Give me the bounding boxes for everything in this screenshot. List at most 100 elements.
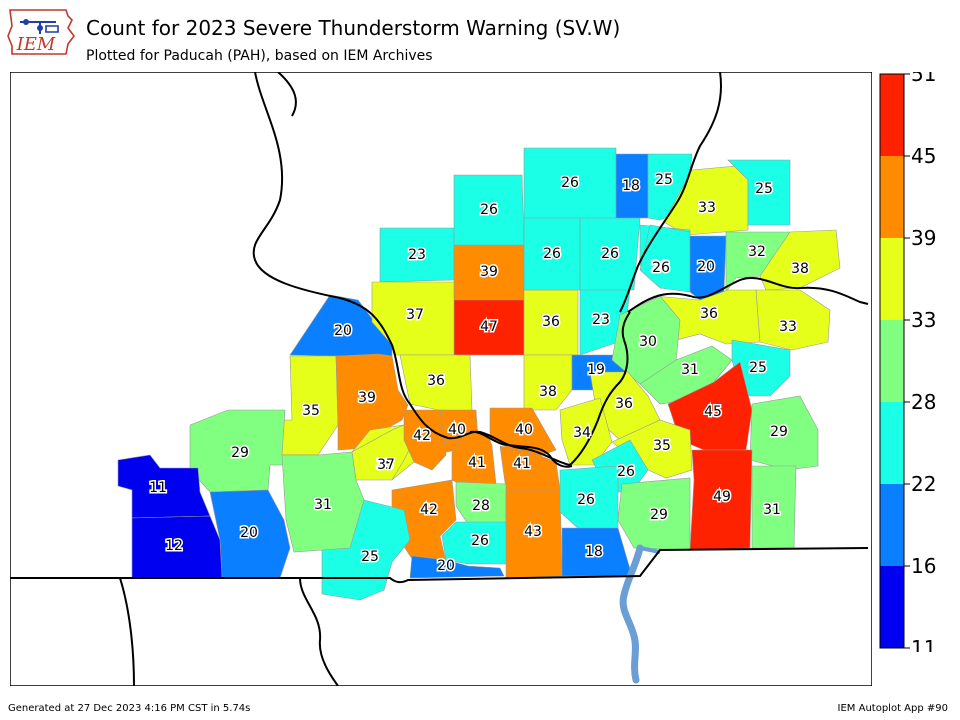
county-ky-webster [639,345,733,405]
county-label-mo-mississippi: 25 [361,549,379,565]
county-label-il-edwards: 18 [622,178,640,194]
colorbar-tick-label: 33 [911,308,936,332]
colorbar-tick-label: 16 [911,554,936,578]
county-label-il-hardin: 19 [587,362,605,378]
county-label-ky-calloway: 26 [577,492,595,508]
county-label-ky-muhlenberg: 29 [770,424,788,440]
colorbar-tick-label: 28 [911,390,936,414]
county-label-il-pope: 38 [539,384,557,400]
county-label-ky-todd: 31 [763,502,781,518]
county-label-mo-bollinger: 20 [334,323,352,339]
county-label-ky-marshall: 41 [513,456,531,472]
county-label-ky-lyon: 26 [617,464,635,480]
county-label-il-saline: 36 [542,314,560,330]
county-label-ky-hickman: 18 [585,544,603,560]
county-label-il-perry: 39 [480,264,498,280]
county-label-in-gibson: 33 [698,200,716,216]
county-mo-ripley [117,454,211,519]
county-label-ky-mccracken: 41 [468,455,486,471]
map-title: Count for 2023 Severe Thunderstorm Warni… [86,16,621,40]
colorbar-tick-label: 22 [911,472,936,496]
county-il-pope [523,354,573,411]
county-label-mo-wayne: 35 [302,403,320,419]
county-label-il-white: 26 [651,259,669,275]
colorbar-segment [880,402,904,485]
county-label-il-union: 37 [406,307,424,323]
county-label-il-alexander: 42 [413,428,431,444]
county-ky-carlisle [441,521,507,565]
county-label-il-jefferson: 26 [561,175,579,191]
county-label-ky-mclean: 25 [749,360,767,376]
county-in-pike [727,159,791,226]
county-ky-fulton [409,555,505,579]
county-label-ky-fulton: 20 [437,558,455,574]
county-label-il-hamilton: 26 [543,246,561,262]
river [619,544,644,684]
state-border [119,577,135,686]
state-border [299,577,339,686]
colorbar-tick-label: 39 [911,226,936,250]
county-label-ky-henderson: 36 [700,306,718,322]
colorbar-segment [880,238,904,321]
state-border [469,430,573,468]
county-label-mo-scott: 31 [314,497,332,513]
state-border [627,277,869,313]
county-label-il-wayne: 26 [601,246,619,262]
county-ky-mclean [731,339,791,397]
county-label-ky-graves: 43 [524,524,542,540]
state-border [569,311,631,466]
county-il-union [371,281,455,356]
county-label-mo-capegirardeau: 35 [376,457,394,473]
colorbar-tick-label: 51 [911,72,936,86]
county-label-in-warrick: 32 [748,244,766,260]
colorbar-segment [880,484,904,567]
colorbar-segment [880,74,904,157]
county-label-mo-stoddard: 37 [377,457,395,473]
colorbar-segment [880,156,904,239]
county-label-in-spencer: 38 [791,261,809,277]
county-label-mo-butler: 29 [231,445,249,461]
county-label-il-wabash: 25 [655,172,673,188]
county-mo-oregon [131,515,223,579]
logo-text: IEM [16,34,56,55]
county-label-mo-dunklin: 20 [240,525,258,541]
county-label-il-massac: 40 [515,422,533,438]
county-label-ky-daviess: 33 [779,319,797,335]
state-border [619,72,722,313]
county-label-ky-christian: 49 [713,489,731,505]
county-label-ky-union: 30 [639,334,657,350]
county-label-ky-hopkins: 45 [704,404,722,420]
footer-app-text: IEM Autoplot App #90 [837,703,948,714]
county-ky-daviess [755,289,831,351]
county-label-in-posey: 26 [652,260,670,276]
state-border [252,72,571,466]
county-label-il-johnson: 36 [427,373,445,389]
county-label-in-pike: 25 [755,181,773,197]
county-label-il-williamson: 47 [480,319,498,335]
colorbar-tick-label: 11 [911,636,936,652]
county-label-ky-webster: 31 [681,362,699,378]
colorbar-segment [880,320,904,403]
county-ky-marshall [499,445,561,491]
county-label-ky-trigg: 29 [650,507,668,523]
county-label-mo-stoddard-w: 39 [358,390,376,406]
county-label-in-vanderburgh: 20 [697,259,715,275]
county-mo-stoddard-w [335,353,409,451]
river [639,546,661,554]
colorbar-segment [880,566,904,649]
county-label-mo-newmadrid: 42 [420,502,438,518]
county-label-ky-livingston: 34 [573,425,591,441]
state-border [277,72,297,117]
colorbar: 51 45 39 33 28 22 16 11 [879,72,936,652]
county-label-mo-ripley: 11 [149,480,167,496]
county-mo-scott [281,451,365,553]
map-subtitle: Plotted for Paducah (PAH), based on IEM … [86,48,433,64]
county-label-mo-oregon: 12 [165,538,183,554]
colorbar-tick-label: 45 [911,144,936,168]
state-border [10,547,869,584]
county-label-ky-carlisle: 26 [471,533,489,549]
iem-logo: IEM [7,9,75,55]
county-label-il-gallatin: 23 [592,312,610,328]
county-label-ky-crittenden: 36 [615,396,633,412]
county-label-ky-caldwell: 35 [653,438,671,454]
